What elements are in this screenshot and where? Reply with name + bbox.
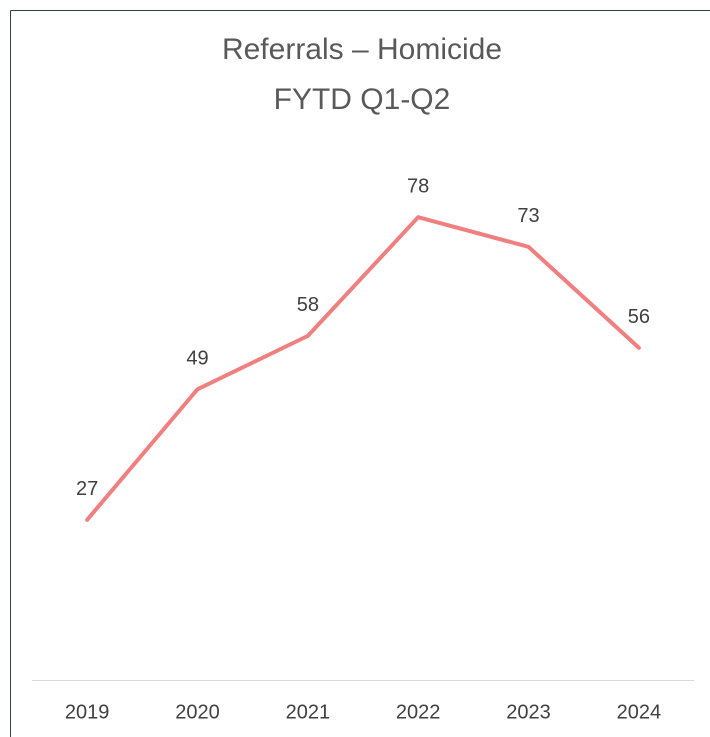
x-tick-label: 2020 (175, 701, 220, 723)
data-label: 49 (186, 348, 208, 370)
chart-title: Referrals – Homicide (222, 33, 502, 66)
series-line (85, 215, 641, 522)
data-label: 56 (628, 306, 650, 328)
data-label: 78 (407, 175, 429, 197)
x-tick-label: 2024 (617, 701, 662, 723)
x-tick-label: 2021 (286, 701, 331, 723)
chart-subtitle: FYTD Q1-Q2 (274, 83, 451, 116)
data-label: 27 (76, 478, 98, 500)
x-tick-label: 2022 (396, 701, 441, 723)
x-tick-label: 2019 (65, 701, 110, 723)
x-tick-label: 2023 (506, 701, 551, 723)
data-label: 73 (517, 205, 539, 227)
data-label: 58 (297, 294, 319, 316)
